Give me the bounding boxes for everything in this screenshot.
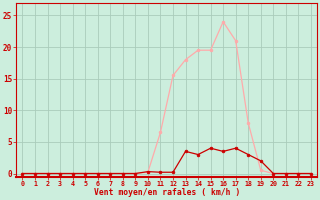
X-axis label: Vent moyen/en rafales ( km/h ): Vent moyen/en rafales ( km/h ) [93,188,240,197]
